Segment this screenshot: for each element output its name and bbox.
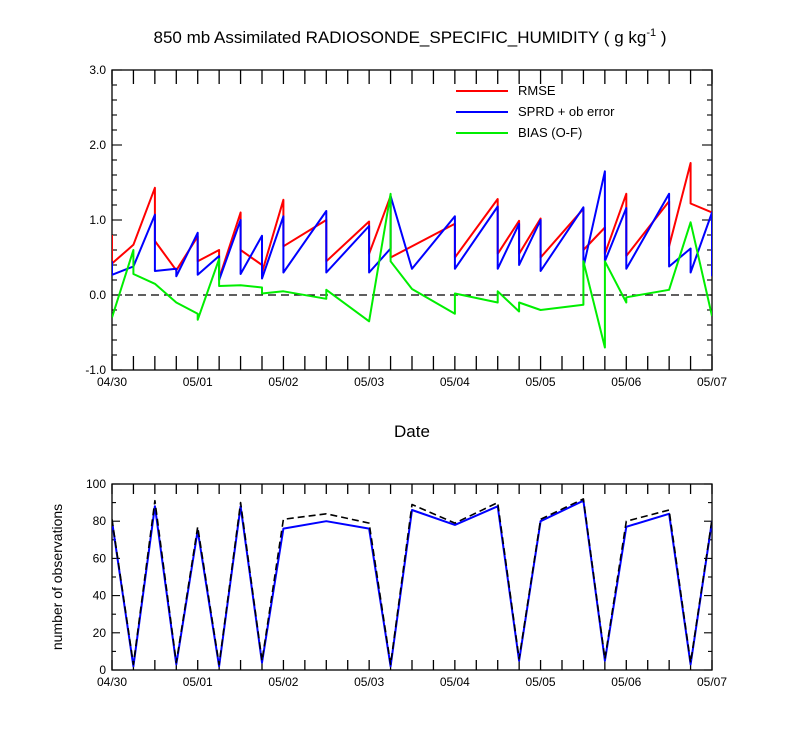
legend-label: SPRD + ob error bbox=[518, 104, 615, 119]
bottom-x-tick-label: 04/30 bbox=[97, 675, 127, 689]
bottom-series-line-dashed bbox=[112, 498, 712, 666]
top-y-tick-label: -1.0 bbox=[85, 363, 106, 377]
top-y-tick-label: 3.0 bbox=[89, 63, 106, 77]
bottom-x-tick-label: 05/04 bbox=[440, 675, 470, 689]
bottom-x-tick-label: 05/01 bbox=[183, 675, 213, 689]
top-series-line-sprd-ob-error bbox=[112, 170, 712, 281]
top-y-tick-label: 0.0 bbox=[89, 288, 106, 302]
legend-label: BIAS (O-F) bbox=[518, 125, 582, 140]
top-x-tick-label: 05/05 bbox=[526, 375, 556, 389]
bottom-x-tick-label: 05/07 bbox=[697, 675, 727, 689]
bottom-x-tick-label: 05/03 bbox=[354, 675, 384, 689]
top-x-tick-label: 05/04 bbox=[440, 375, 470, 389]
top-series-line-bias-o-f bbox=[112, 192, 712, 349]
chart-title: 850 mb Assimilated RADIOSONDE_SPECIFIC_H… bbox=[154, 27, 667, 47]
legend-label: RMSE bbox=[518, 83, 556, 98]
top-plot: 04/30 05/01 05/02 05/03 05/04 05/05 05/06 05/07… bbox=[85, 63, 727, 389]
bottom-x-tick-label: 05/06 bbox=[611, 675, 641, 689]
bottom-x-tick-label: 05/02 bbox=[268, 675, 298, 689]
top-x-tick-label: 05/07 bbox=[697, 375, 727, 389]
bottom-y-axis-label: number of observations bbox=[49, 504, 65, 650]
top-y-tick-label: 2.0 bbox=[89, 138, 106, 152]
bottom-x-tick-label: 05/05 bbox=[526, 675, 556, 689]
top-x-axis-label: Date bbox=[394, 422, 430, 441]
top-y-tick-label: 1.0 bbox=[89, 213, 106, 227]
top-x-tick-label: 04/30 bbox=[97, 375, 127, 389]
bottom-plot: 04/30 05/01 05/02 05/03 05/04 05/05 05/06 05/07… bbox=[86, 477, 727, 689]
bottom-y-tick-label: 80 bbox=[93, 514, 107, 528]
bottom-y-tick-label: 100 bbox=[86, 477, 106, 491]
bottom-y-tick-label: 40 bbox=[93, 589, 107, 603]
bottom-y-tick-label: 20 bbox=[93, 626, 107, 640]
top-x-tick-label: 05/06 bbox=[611, 375, 641, 389]
bottom-series-line-solid bbox=[112, 499, 712, 668]
top-x-tick-label: 05/02 bbox=[268, 375, 298, 389]
bottom-y-tick-label: 0 bbox=[99, 663, 106, 677]
top-x-tick-label: 05/03 bbox=[354, 375, 384, 389]
top-x-tick-label: 05/01 bbox=[183, 375, 213, 389]
bottom-y-tick-label: 60 bbox=[93, 551, 107, 565]
